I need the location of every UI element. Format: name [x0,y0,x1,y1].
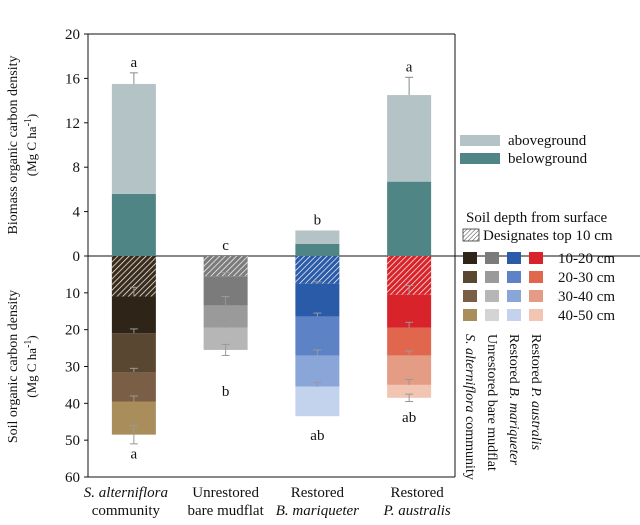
bar-aboveground [111,83,156,194]
legend-label-belowground: belowground [508,151,588,167]
hatch-note: Designates top 10 cm [483,228,613,244]
depth-swatch [463,309,477,321]
depth-column-label-text: Restored P. australis [528,334,543,451]
y-tick-label: 4 [73,205,81,221]
legend-swatch-aboveground [460,135,500,146]
depth-legend-title: Soil depth from surface [466,210,608,226]
depth-swatch [485,252,499,264]
bar-soil-20-30 cm [295,316,340,356]
depth-swatch [507,309,521,321]
upper-y-label: Biomass organic carbon density (Mg C ha-1… [6,56,39,235]
x-tick-label: bare mudflat [188,503,265,519]
legend: aboveground belowground Soil depth from su… [460,133,615,480]
depth-swatch [529,252,543,264]
hatch-swatch-pattern [463,229,479,241]
y-tick-label: 12 [65,116,80,132]
upper-significance-label: a [406,59,413,75]
lower-y-label-title: Soil organic carbon density [6,290,21,443]
x-tick-label: S. alterniflora [84,485,168,501]
depth-column-label: Restored B. mariqueter [506,334,521,466]
depth-column-label: S. alterniflora community [462,334,477,480]
upper-significance-label: a [131,55,138,71]
depth-row-label: 10-20 cm [558,251,615,267]
depth-swatch [463,290,477,302]
upper-significance-label: b [314,212,322,228]
y-tick-label: 30 [65,360,80,376]
depth-row-label: 40-50 cm [558,308,615,324]
x-tick-label: community [92,503,161,519]
depth-swatch [507,271,521,283]
depth-column-label: Unrestored bare mudflat [484,334,499,471]
bar-soil-40-50 cm [387,384,432,398]
lower-significance-label: ab [402,410,416,426]
bar-aboveground [387,95,432,182]
x-tick-label: Unrestored [192,485,259,501]
y-tick-label: 60 [65,470,80,486]
depth-swatch [529,271,543,283]
bar-soil-20-30 cm [111,333,156,373]
bar-hatch-top-10cm [203,256,248,277]
y-tick-label: 10 [65,286,80,302]
legend-label-aboveground: aboveground [508,133,587,149]
y-tick-label: 16 [65,71,81,87]
bar-belowground [387,181,432,256]
depth-swatch [463,252,477,264]
depth-swatch [463,271,477,283]
depth-swatch [529,290,543,302]
depth-column-label-text: Unrestored bare mudflat [484,334,499,471]
bar-soil-30-40 cm [203,327,248,350]
y-tick-label: 20 [65,27,80,43]
x-tick-label: P. australis [383,503,451,519]
bar-soil-30-40 cm [295,355,340,387]
depth-column-label: Restored P. australis [528,334,543,451]
depth-column-label-text: S. alterniflora community [462,334,477,480]
depth-swatch [485,290,499,302]
lower-significance-label: a [131,447,138,463]
y-tick-label: 20 [65,323,80,339]
depth-swatch [507,290,521,302]
bar-belowground [295,243,340,256]
upper-y-label-unit: (Mg C ha-1) [23,114,39,177]
bar-soil-20-30 cm [203,305,248,328]
depth-swatch [485,309,499,321]
depth-swatch [507,252,521,264]
plot-area: 4 8 12 16 20 0 10 20 30 40 50 60 Biomass organic car… [6,27,640,519]
lower-y-label: Soil organic carbon density (Mg C ha-1) [6,290,39,443]
upper-y-label-title: Biomass organic carbon density [6,56,21,235]
bar-soil-10-20 cm [295,283,340,317]
depth-row-label: 20-30 cm [558,270,615,286]
bar-hatch-top-10cm [295,256,340,284]
bar-soil-10-20 cm [111,296,156,334]
lower-significance-label: ab [310,428,324,444]
depth-row-label: 30-40 cm [558,289,615,305]
depth-swatch [529,309,543,321]
bar-soil-40-50 cm [295,386,340,417]
bar-belowground [111,193,156,256]
depth-column-label-text: Restored B. mariqueter [506,334,521,466]
y-tick-label: 8 [73,160,81,176]
x-tick-label: B. mariqueter [276,503,359,519]
y-tick-label: 40 [65,396,80,412]
bar-aboveground [295,230,340,244]
lower-y-label-unit: (Mg C ha-1) [23,335,39,398]
y-tick-label: 0 [73,249,81,265]
x-tick-label: Restored [291,485,345,501]
y-tick-label: 50 [65,433,80,449]
legend-swatch-belowground [460,153,500,164]
lower-significance-label: b [222,384,230,400]
upper-significance-label: c [222,238,229,254]
x-tick-label: Restored [390,485,444,501]
depth-swatch [485,271,499,283]
